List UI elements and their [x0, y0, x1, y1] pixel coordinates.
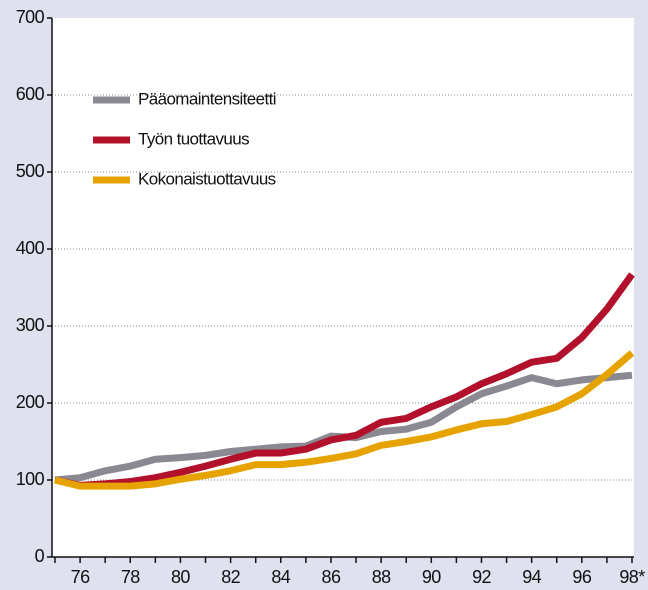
x-tick-label: 76: [71, 567, 90, 587]
x-tick-label: 92: [472, 567, 491, 587]
y-tick-label: 100: [16, 469, 45, 489]
line-series: [54, 272, 635, 489]
line-series: [54, 350, 635, 490]
legend-label: Pääomaintensiteetti: [138, 89, 276, 108]
x-tick-label: 80: [171, 567, 190, 587]
x-tick-label: 82: [221, 567, 240, 587]
x-tick-label: 90: [422, 567, 441, 587]
x-tick-label: 88: [372, 567, 391, 587]
y-tick-label: 700: [16, 7, 45, 27]
x-tick-label: 84: [271, 567, 290, 587]
y-tick-label: 500: [16, 161, 45, 181]
x-tick-label: 96: [572, 567, 591, 587]
y-tick-label: 300: [16, 315, 45, 335]
x-tick-label: 94: [522, 567, 541, 587]
y-tick-label: 600: [16, 84, 45, 104]
x-tick-label: 78: [121, 567, 140, 587]
y-tick-label: 200: [16, 392, 45, 412]
legend-label: Työn tuottavuus: [138, 129, 249, 148]
plot-area: [52, 18, 634, 557]
y-tick-label: 400: [16, 238, 45, 258]
x-tick-label: 86: [322, 567, 341, 587]
x-tick-label: 98*: [619, 567, 645, 587]
legend-label: Kokonaistuottavuus: [138, 169, 276, 188]
y-tick-label: 0: [35, 546, 45, 566]
